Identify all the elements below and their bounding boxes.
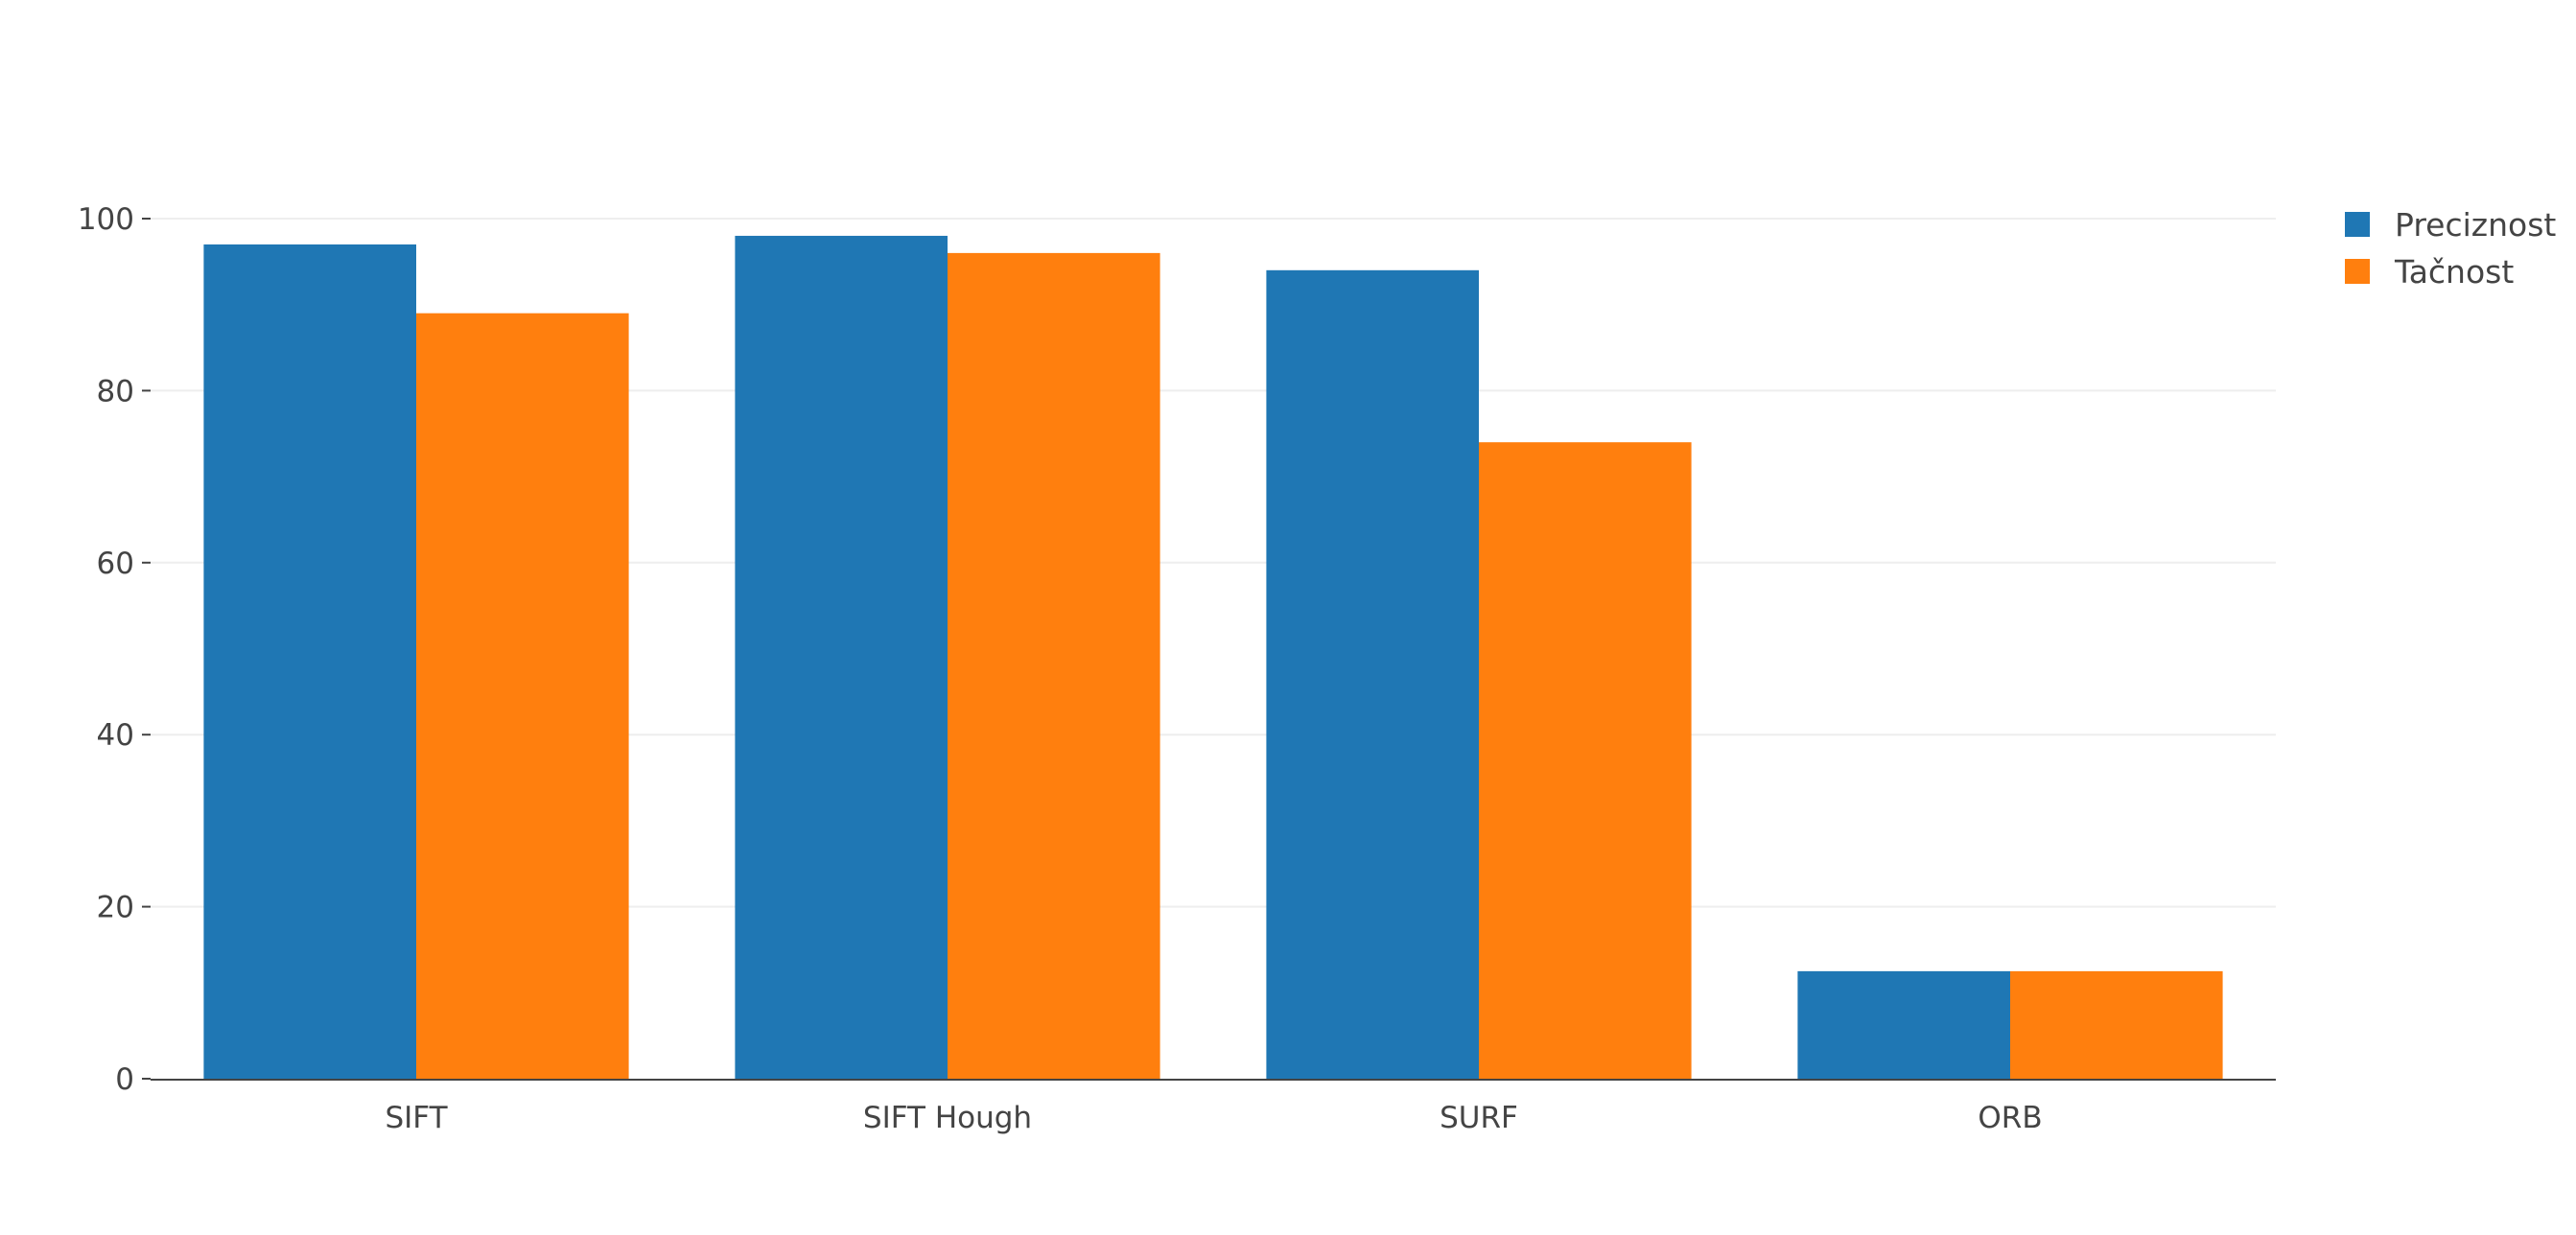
y-tick-label: 60 <box>97 547 134 581</box>
bar-ta-nost-sift-hough[interactable] <box>948 252 1160 1079</box>
bar-ta-nost-surf[interactable] <box>1479 442 1692 1080</box>
x-tick-label: ORB <box>1978 1101 2042 1135</box>
bar-preciznost-sift[interactable] <box>203 244 416 1079</box>
x-tick-label: SURF <box>1440 1101 1518 1135</box>
y-tick-label: 80 <box>97 374 134 408</box>
bar-ta-nost-sift[interactable] <box>416 313 629 1079</box>
legend-item[interactable]: Preciznost <box>2345 206 2556 244</box>
bar-preciznost-sift-hough[interactable] <box>735 235 948 1079</box>
y-tick-label: 100 <box>78 202 134 237</box>
legend-label: Preciznost <box>2395 206 2556 244</box>
x-tick-label: SIFT Hough <box>863 1101 1032 1135</box>
x-axis-ticks: SIFT SIFT Hough SURF ORB <box>385 1101 2042 1135</box>
legend-label: Tačnost <box>2394 253 2514 291</box>
y-tick-label: 40 <box>97 718 134 753</box>
legend[interactable]: Preciznost Tačnost <box>2345 206 2556 291</box>
legend-swatch <box>2345 212 2370 237</box>
y-axis-ticks: 0 20 40 60 80 100 <box>78 202 151 1097</box>
bar-preciznost-orb[interactable] <box>1797 970 2010 1079</box>
bar-preciznost-surf[interactable] <box>1266 269 1479 1079</box>
bar-ta-nost-orb[interactable] <box>2010 970 2223 1079</box>
y-tick-label: 20 <box>97 891 134 925</box>
bars <box>203 235 2223 1080</box>
legend-item[interactable]: Tačnost <box>2345 253 2514 291</box>
y-tick-label: 0 <box>115 1062 134 1097</box>
legend-swatch <box>2345 259 2370 284</box>
x-tick-label: SIFT <box>385 1101 448 1135</box>
